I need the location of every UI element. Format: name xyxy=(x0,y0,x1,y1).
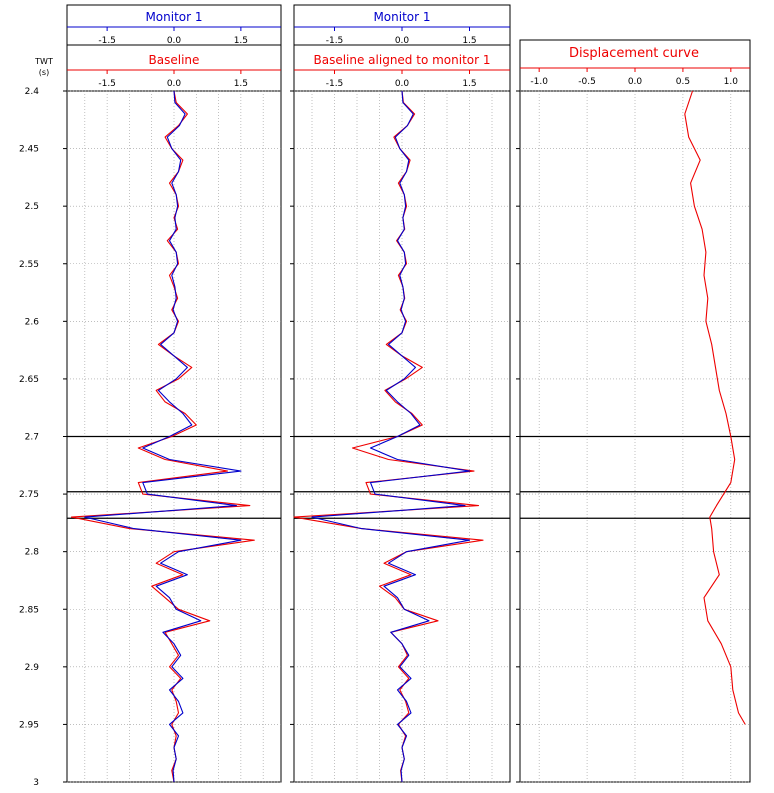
aligned-baseline-tick-label: 0.0 xyxy=(395,79,410,89)
aligned-monitor-trace xyxy=(311,90,471,783)
twt-tick-label: 2.45 xyxy=(19,145,39,155)
aligned-monitor-tick-label: 0.0 xyxy=(395,36,410,46)
baseline-baseline-tick-label: -1.5 xyxy=(98,79,116,89)
twt-tick-label: 2.8 xyxy=(25,548,40,558)
panel-baseline: -1.5 0.0 1.5 -1.5 0.0 1.5 xyxy=(63,26,282,783)
aligned-baseline-tick-label: 1.5 xyxy=(462,79,476,89)
displacement-baseline-tick-label: 1.0 xyxy=(724,77,739,87)
baseline-monitor-tick-label: 0.0 xyxy=(167,36,182,46)
panel-baseline-headers: Monitor 1 Baseline xyxy=(66,4,282,92)
displacement-baseline-tick-label: -0.5 xyxy=(578,77,596,87)
displacement-baseline-tick-label: 0.5 xyxy=(676,77,690,87)
twt-tick-label: 3 xyxy=(33,778,39,788)
twt-tick-label: 2.75 xyxy=(19,490,39,500)
twt-tick-label: 2.5 xyxy=(25,202,39,212)
twt-tick-label: 2.6 xyxy=(25,317,40,327)
twt-tick-label: 2.85 xyxy=(19,605,39,615)
monitor-header-title-1: Monitor 1 xyxy=(145,10,202,24)
monitor-header-title-2: Monitor 1 xyxy=(373,10,430,24)
displacement-baseline-tick-label: 0.0 xyxy=(628,77,643,87)
baseline-monitor-tick-label: 1.5 xyxy=(234,36,248,46)
twt-tick-label: 2.7 xyxy=(25,433,39,443)
baseline-monitor-trace xyxy=(84,90,242,783)
twt-tick-label: 2.95 xyxy=(19,720,39,730)
panel-aligned-headers: Monitor 1 Baseline aligned to monitor 1 xyxy=(293,4,511,92)
baseline-monitor-tick-label: -1.5 xyxy=(98,36,116,46)
aligned-baseline-tick-label: -1.5 xyxy=(326,79,344,89)
baseline-baseline-tick-label: 1.5 xyxy=(234,79,248,89)
displacement-baseline-trace xyxy=(684,90,746,725)
displacement-baseline-tick-label: -1.0 xyxy=(530,77,548,87)
twt-title-line2: (s) xyxy=(39,68,49,77)
displacement-header-title: Displacement curve xyxy=(569,46,699,61)
baseline-baseline-trace xyxy=(70,90,255,783)
panel-aligned: -1.5 0.0 1.5 -1.5 0.0 1.5 xyxy=(290,26,511,783)
twt-tick-label: 2.4 xyxy=(25,87,40,97)
baseline-baseline-tick-label: 0.0 xyxy=(167,79,182,89)
twt-tick-label: 2.55 xyxy=(19,260,39,270)
aligned-monitor-tick-label: 1.5 xyxy=(462,36,476,46)
twt-tick-label: 2.9 xyxy=(25,663,40,673)
panel-displacement: -1.0 -0.5 0.0 0.5 1.0 xyxy=(516,67,751,783)
twt-tick-label: 2.65 xyxy=(19,375,39,385)
baseline-header-title: Baseline xyxy=(149,53,200,67)
aligned-header-title: Baseline aligned to monitor 1 xyxy=(313,53,490,67)
aligned-monitor-tick-label: -1.5 xyxy=(326,36,344,46)
twt-tick-labels: 2.4 2.45 2.5 2.55 2.6 2.65 2.7 2.75 2.8 2.85 2.9 2.… xyxy=(19,87,39,788)
twt-title-line1: TWT xyxy=(34,57,53,66)
